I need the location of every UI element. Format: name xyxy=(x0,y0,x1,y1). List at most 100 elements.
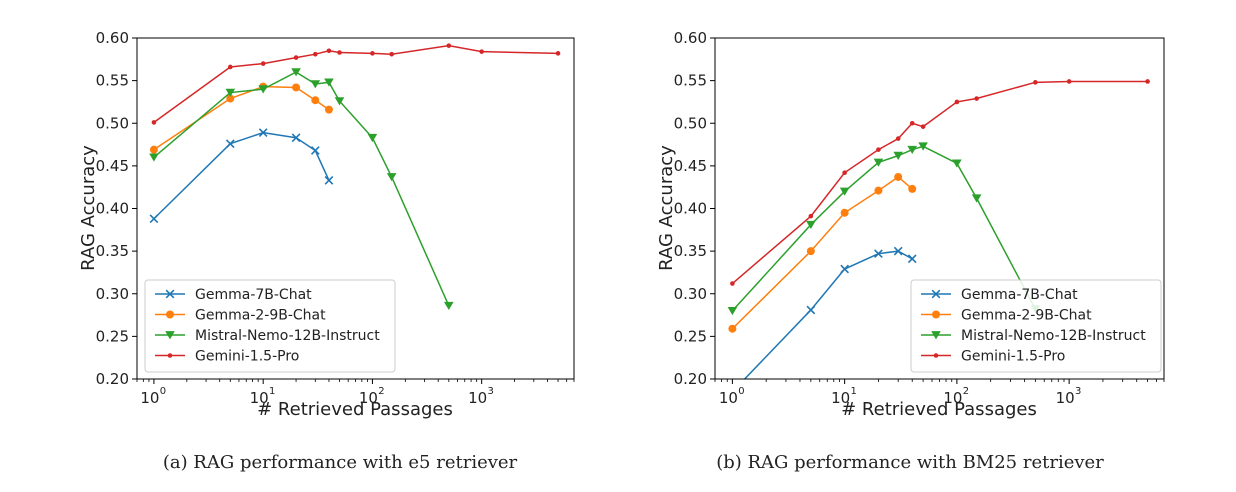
y-tick-label: 0.35 xyxy=(674,242,707,260)
data-point xyxy=(291,68,301,77)
series-line xyxy=(731,80,1148,285)
x-tick-label: 10 xyxy=(1056,389,1075,407)
data-point xyxy=(326,48,332,54)
series-Gemma-2-9B-Chat xyxy=(149,82,333,154)
legend-label: Gemma-2-9B-Chat xyxy=(961,308,1092,324)
x-tick-exponent: 1 xyxy=(269,386,275,397)
y-tick-label: 0.55 xyxy=(96,72,129,90)
y-tick-label: 0.60 xyxy=(96,29,129,47)
y-tick-label: 0.60 xyxy=(674,29,707,47)
y-axis-label: RAG Accuracy xyxy=(78,145,99,271)
series-Gemma-7B-Chat xyxy=(149,128,334,224)
y-axis-label: RAG Accuracy xyxy=(656,145,677,271)
legend-label: Gemma-7B-Chat xyxy=(195,287,312,303)
data-point xyxy=(389,51,394,57)
data-point xyxy=(974,96,979,101)
legend-label: Gemma-2-9B-Chat xyxy=(195,308,326,324)
legend-marker xyxy=(167,353,173,358)
y-tick-label: 0.45 xyxy=(674,157,707,175)
data-point xyxy=(971,194,982,203)
data-point xyxy=(555,51,561,56)
legend-label: Gemma-7B-Chat xyxy=(961,287,1078,303)
y-tick-label: 0.35 xyxy=(96,242,129,260)
data-point xyxy=(151,120,157,125)
data-point xyxy=(324,78,334,87)
data-point xyxy=(839,187,850,196)
x-tick-exponent: 1 xyxy=(850,386,856,397)
x-tick-label: 10 xyxy=(359,389,378,407)
legend-marker xyxy=(165,289,175,299)
data-point xyxy=(149,145,158,154)
x-tick-label: 10 xyxy=(468,389,487,407)
data-point xyxy=(337,50,342,55)
y-tick-label: 0.20 xyxy=(96,370,129,388)
data-point xyxy=(311,96,320,105)
series-line xyxy=(731,145,1037,312)
data-point xyxy=(310,146,320,155)
series-line xyxy=(153,44,559,124)
data-point xyxy=(367,133,378,143)
caption: (a) RAG performance with e5 retriever xyxy=(163,452,518,473)
x-tick-label: 10 xyxy=(943,389,962,407)
x-tick-label: 10 xyxy=(250,389,269,407)
x-tick-exponent: 2 xyxy=(378,386,384,397)
data-point xyxy=(874,249,883,259)
data-point xyxy=(806,305,816,315)
data-point xyxy=(918,142,928,151)
series-line xyxy=(153,71,450,306)
legend: Gemma-7B-Chat Gemma-2-9B-Chat Mistral-Nemo… xyxy=(910,279,1162,373)
data-point xyxy=(226,94,235,103)
y-tick-label: 0.40 xyxy=(96,200,129,218)
data-point xyxy=(874,186,883,195)
x-tick-exponent: 0 xyxy=(738,386,744,397)
x-tick-label: 10 xyxy=(831,389,850,407)
data-point xyxy=(952,159,962,168)
legend-marker xyxy=(931,289,941,299)
legend-marker xyxy=(931,331,941,340)
y-tick-label: 0.30 xyxy=(674,285,707,303)
data-point xyxy=(312,51,318,57)
series-Gemini-1.5-Pro xyxy=(151,43,561,125)
data-point xyxy=(310,80,321,89)
data-point xyxy=(842,170,847,175)
data-point xyxy=(909,120,915,126)
data-point xyxy=(1033,80,1038,85)
x-tick-exponent: 3 xyxy=(1075,386,1081,397)
legend-label: Gemini-1.5-Pro xyxy=(195,349,299,365)
data-point xyxy=(727,306,738,316)
data-point xyxy=(258,85,268,94)
data-point xyxy=(907,145,918,154)
data-point xyxy=(293,55,299,60)
series-Gemma-7B-Chat xyxy=(743,246,917,379)
data-point xyxy=(893,151,903,160)
y-tick-label: 0.55 xyxy=(674,72,707,90)
data-point xyxy=(291,133,301,143)
data-point xyxy=(840,208,849,217)
data-point xyxy=(225,88,236,97)
data-point xyxy=(1145,79,1150,84)
data-point xyxy=(260,61,266,66)
data-point xyxy=(840,264,850,274)
data-point xyxy=(149,153,159,162)
legend-marker xyxy=(165,331,175,340)
data-point xyxy=(806,247,815,256)
data-point xyxy=(894,172,903,181)
series-Mistral-Nemo-12B-Instruct xyxy=(149,68,454,311)
x-axis-label: # Retrieved Passages xyxy=(257,399,453,420)
data-point xyxy=(258,128,268,137)
data-point xyxy=(808,213,814,219)
data-point xyxy=(908,184,917,193)
data-point xyxy=(225,139,235,149)
x-tick-exponent: 0 xyxy=(160,386,166,397)
legend-label: Mistral-Nemo-12B-Instruct xyxy=(195,328,380,344)
x-tick-label: 10 xyxy=(719,389,738,407)
data-point xyxy=(370,51,375,56)
data-point xyxy=(728,324,737,333)
legend-marker xyxy=(166,310,174,319)
data-point xyxy=(873,158,884,167)
data-point xyxy=(730,281,735,286)
data-point xyxy=(386,173,397,182)
legend-marker xyxy=(932,310,940,319)
